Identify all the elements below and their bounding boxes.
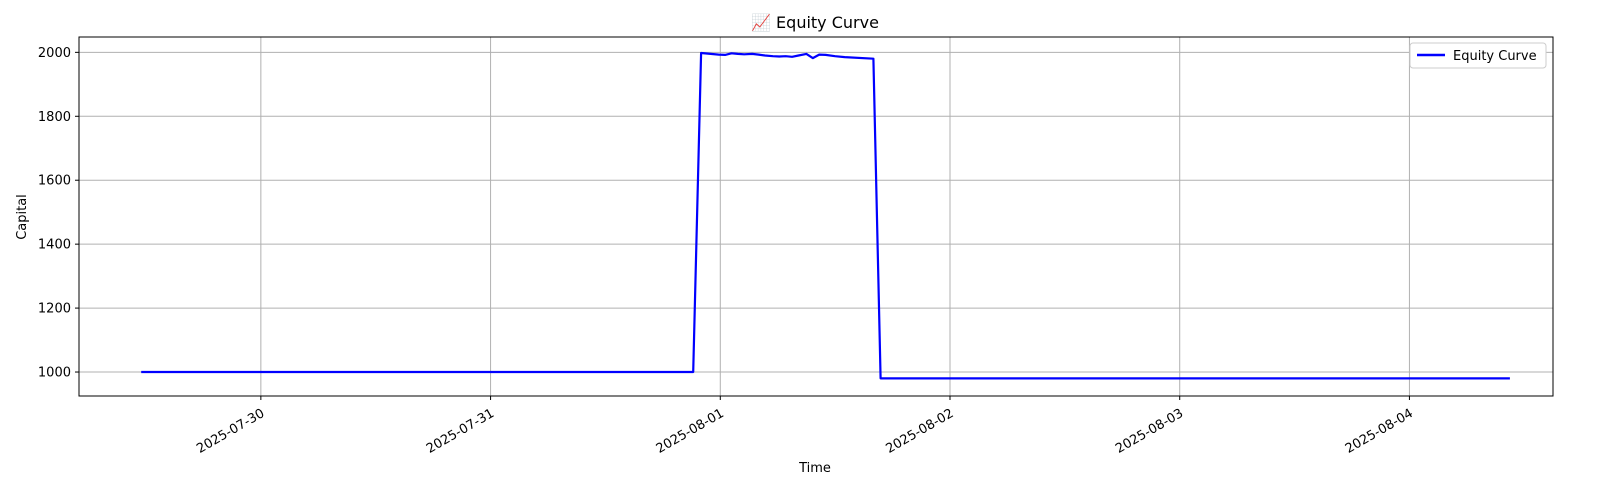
y-axis-label: Capital	[15, 194, 30, 240]
x-axis-label: Time	[798, 461, 831, 476]
y-tick-label: 1800	[38, 110, 71, 125]
x-tick-label: 2025-08-04	[1343, 406, 1416, 457]
x-tick-label: 2025-07-30	[194, 406, 267, 457]
y-tick-label: 1600	[38, 174, 71, 189]
x-axis: 2025-07-30 2025-07-31 2025-08-01 2025-08-02…	[194, 396, 1416, 457]
chart-title: 📈 Equity Curve	[751, 13, 879, 32]
x-tick-label: 2025-08-02	[883, 406, 956, 457]
y-tick-label: 1000	[38, 366, 71, 381]
legend-label: Equity Curve	[1453, 49, 1537, 64]
x-tick-label: 2025-08-01	[654, 406, 727, 457]
equity-curve-line	[141, 51, 1510, 380]
legend-box	[1409, 42, 1547, 69]
y-tick-label: 2000	[38, 46, 71, 61]
grid-lines	[79, 37, 1553, 396]
x-tick-label: 2025-07-31	[424, 406, 497, 457]
y-tick-label: 1200	[38, 302, 71, 317]
y-axis: 1000 1200 1400 1600 1800 2000	[38, 46, 79, 381]
y-tick-label: 1400	[38, 238, 71, 253]
legend: Equity Curve	[1409, 42, 1547, 69]
plot-frame	[78, 36, 1554, 397]
series-layer	[141, 51, 1510, 380]
x-tick-label: 2025-08-03	[1113, 406, 1186, 457]
